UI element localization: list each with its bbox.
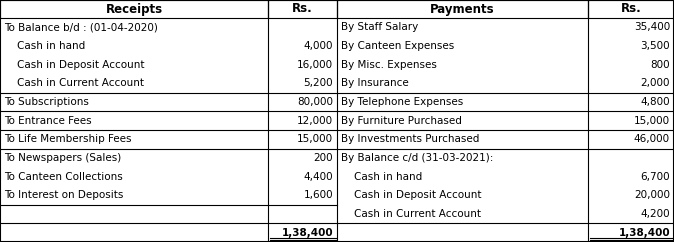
Bar [268, 0, 337, 18]
Text: 4,400: 4,400 [303, 172, 333, 182]
Text: Cash in Current Account: Cash in Current Account [341, 209, 481, 219]
Text: By Canteen Expenses: By Canteen Expenses [341, 41, 454, 51]
Text: To Interest on Deposits: To Interest on Deposits [4, 190, 123, 200]
Text: To Balance b/d : (01-04-2020): To Balance b/d : (01-04-2020) [4, 22, 158, 32]
Bar [588, 0, 674, 18]
Text: To Newspapers (Sales): To Newspapers (Sales) [4, 153, 121, 163]
Text: Receipts: Receipts [105, 2, 162, 15]
Text: 800: 800 [650, 60, 670, 70]
Text: 4,200: 4,200 [640, 209, 670, 219]
Text: Cash in Deposit Account: Cash in Deposit Account [341, 190, 481, 200]
Text: By Misc. Expenses: By Misc. Expenses [341, 60, 437, 70]
Text: 15,000: 15,000 [634, 116, 670, 126]
Text: By Investments Purchased: By Investments Purchased [341, 134, 479, 144]
Text: Cash in hand: Cash in hand [341, 172, 422, 182]
Bar [0, 0, 268, 18]
Text: Cash in Current Account: Cash in Current Account [4, 78, 144, 88]
Text: To Subscriptions: To Subscriptions [4, 97, 89, 107]
Text: 1,38,400: 1,38,400 [618, 228, 670, 238]
Text: Payments: Payments [430, 2, 495, 15]
Text: 46,000: 46,000 [634, 134, 670, 144]
Text: 80,000: 80,000 [297, 97, 333, 107]
Text: 12,000: 12,000 [297, 116, 333, 126]
Text: 15,000: 15,000 [297, 134, 333, 144]
Text: By Furniture Purchased: By Furniture Purchased [341, 116, 462, 126]
Text: 6,700: 6,700 [640, 172, 670, 182]
Text: 1,600: 1,600 [303, 190, 333, 200]
Text: By Telephone Expenses: By Telephone Expenses [341, 97, 463, 107]
Text: To Life Membership Fees: To Life Membership Fees [4, 134, 131, 144]
Text: 5,200: 5,200 [303, 78, 333, 88]
Text: 35,400: 35,400 [634, 22, 670, 32]
Text: 4,800: 4,800 [640, 97, 670, 107]
Text: By Balance c/d (31-03-2021):: By Balance c/d (31-03-2021): [341, 153, 493, 163]
Text: 2,000: 2,000 [640, 78, 670, 88]
Text: By Insurance: By Insurance [341, 78, 408, 88]
Text: 1,38,400: 1,38,400 [281, 228, 333, 238]
Text: 3,500: 3,500 [640, 41, 670, 51]
Text: Rs.: Rs. [292, 2, 313, 15]
Bar [337, 0, 588, 18]
Text: To Canteen Collections: To Canteen Collections [4, 172, 123, 182]
Text: To Entrance Fees: To Entrance Fees [4, 116, 92, 126]
Text: Cash in hand: Cash in hand [4, 41, 85, 51]
Text: Cash in Deposit Account: Cash in Deposit Account [4, 60, 144, 70]
Text: By Staff Salary: By Staff Salary [341, 22, 419, 32]
Text: 4,000: 4,000 [303, 41, 333, 51]
Text: 16,000: 16,000 [297, 60, 333, 70]
Text: 20,000: 20,000 [634, 190, 670, 200]
Text: 200: 200 [313, 153, 333, 163]
Text: Rs.: Rs. [621, 2, 642, 15]
